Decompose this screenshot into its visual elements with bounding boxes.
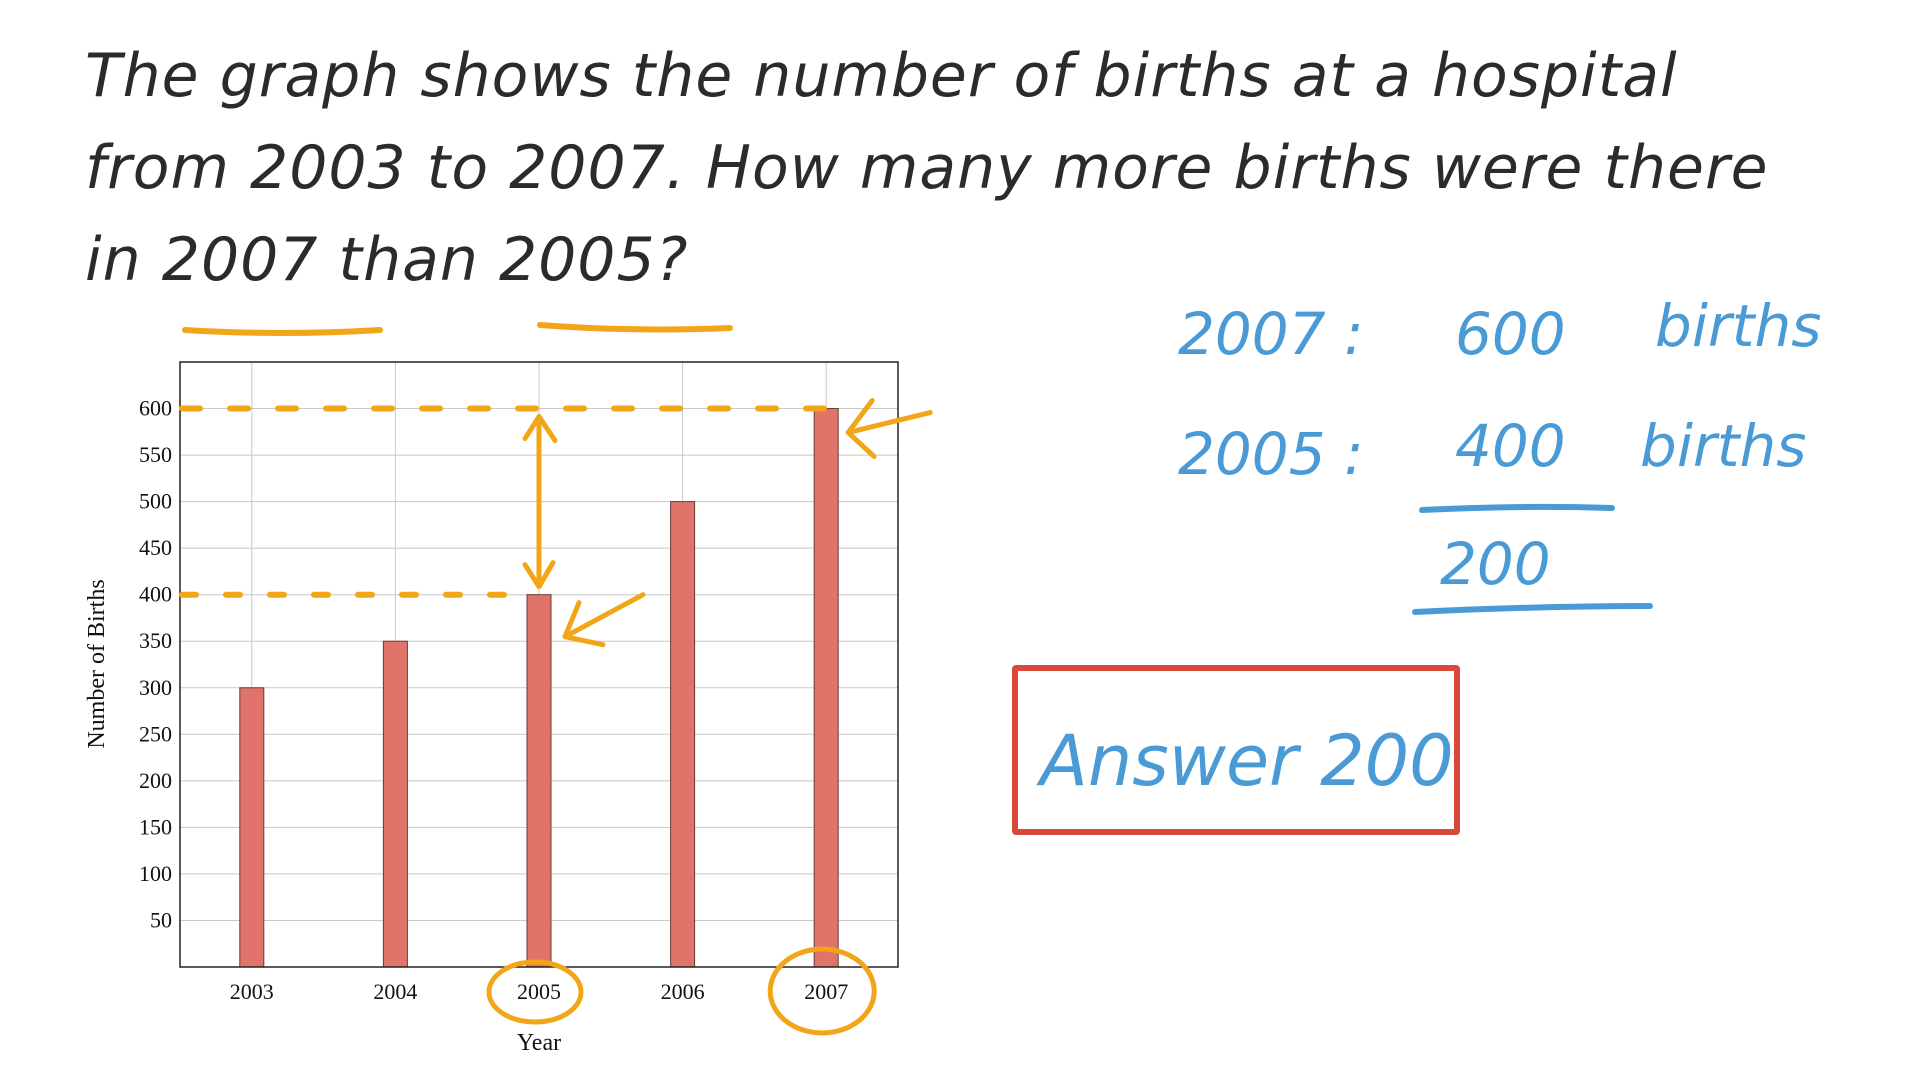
bar-2007	[813, 408, 839, 968]
underline-2007	[182, 327, 383, 336]
work-row-2-year: 2005 :	[1178, 420, 1364, 488]
x-tick-label-2004: 2004	[373, 979, 417, 1004]
work-difference: 200	[1440, 530, 1551, 598]
pointer-arrow-600	[845, 398, 933, 460]
y-tick-label: 250	[139, 721, 172, 746]
y-axis-title: Number of Births	[84, 579, 110, 748]
y-tick-labels: 50 100 150 200 250 300 350 400 450 500 550 600	[139, 396, 172, 933]
chart-bars	[239, 408, 839, 968]
answer-text: Answer 200	[1040, 720, 1454, 802]
circle-2005-label	[486, 959, 584, 1025]
work-row-1-value: 600	[1455, 300, 1566, 368]
y-tick-label: 300	[139, 675, 172, 700]
bar-2005	[526, 594, 552, 968]
x-tick-label-2005: 2005	[517, 979, 561, 1004]
circle-2007-label	[767, 946, 877, 1036]
x-tick-label-2007: 2007	[804, 979, 848, 1004]
work-row-1-year: 2007 :	[1178, 300, 1364, 368]
answer-box	[1012, 665, 1460, 835]
chart-annotations	[179, 398, 933, 1036]
y-tick-label: 50	[150, 907, 172, 932]
y-tick-label: 350	[139, 628, 172, 653]
x-tick-label-2006: 2006	[661, 979, 705, 1004]
work-row-2-unit: births	[1640, 412, 1807, 480]
question-line-2: from 2003 to 2007. How many more births …	[85, 133, 1769, 203]
y-tick-label: 150	[139, 814, 172, 839]
work-underline-2	[1412, 603, 1653, 615]
y-tick-label: 550	[139, 442, 172, 467]
question-line-1: The graph shows the number of births at …	[85, 41, 1678, 111]
work-row-1-unit: births	[1655, 292, 1822, 360]
y-tick-label: 450	[139, 535, 172, 560]
bar-2004	[382, 640, 408, 968]
question-text: The graph shows the number of births at …	[85, 30, 1845, 306]
x-tick-labels: 2003 2004 2005 2006 2007	[230, 979, 848, 1004]
y-tick-label: 500	[139, 489, 172, 514]
x-axis-title: Year	[517, 1030, 561, 1056]
y-tick-label: 100	[139, 861, 172, 886]
x-tick-label-2003: 2003	[230, 979, 274, 1004]
underline-2005	[537, 322, 733, 333]
y-tick-label: 200	[139, 768, 172, 793]
pointer-arrow-400	[562, 592, 646, 648]
work-row-2-value: 400	[1455, 412, 1566, 480]
plot-frame	[179, 361, 899, 968]
y-tick-label: 600	[139, 396, 172, 421]
bar-2003	[239, 687, 265, 968]
y-tick-label: 400	[139, 582, 172, 607]
difference-arrow	[522, 414, 558, 590]
bar-2006	[670, 501, 696, 968]
question-line-3: in 2007 than 2005?	[85, 225, 689, 295]
work-underline-1	[1419, 503, 1615, 513]
